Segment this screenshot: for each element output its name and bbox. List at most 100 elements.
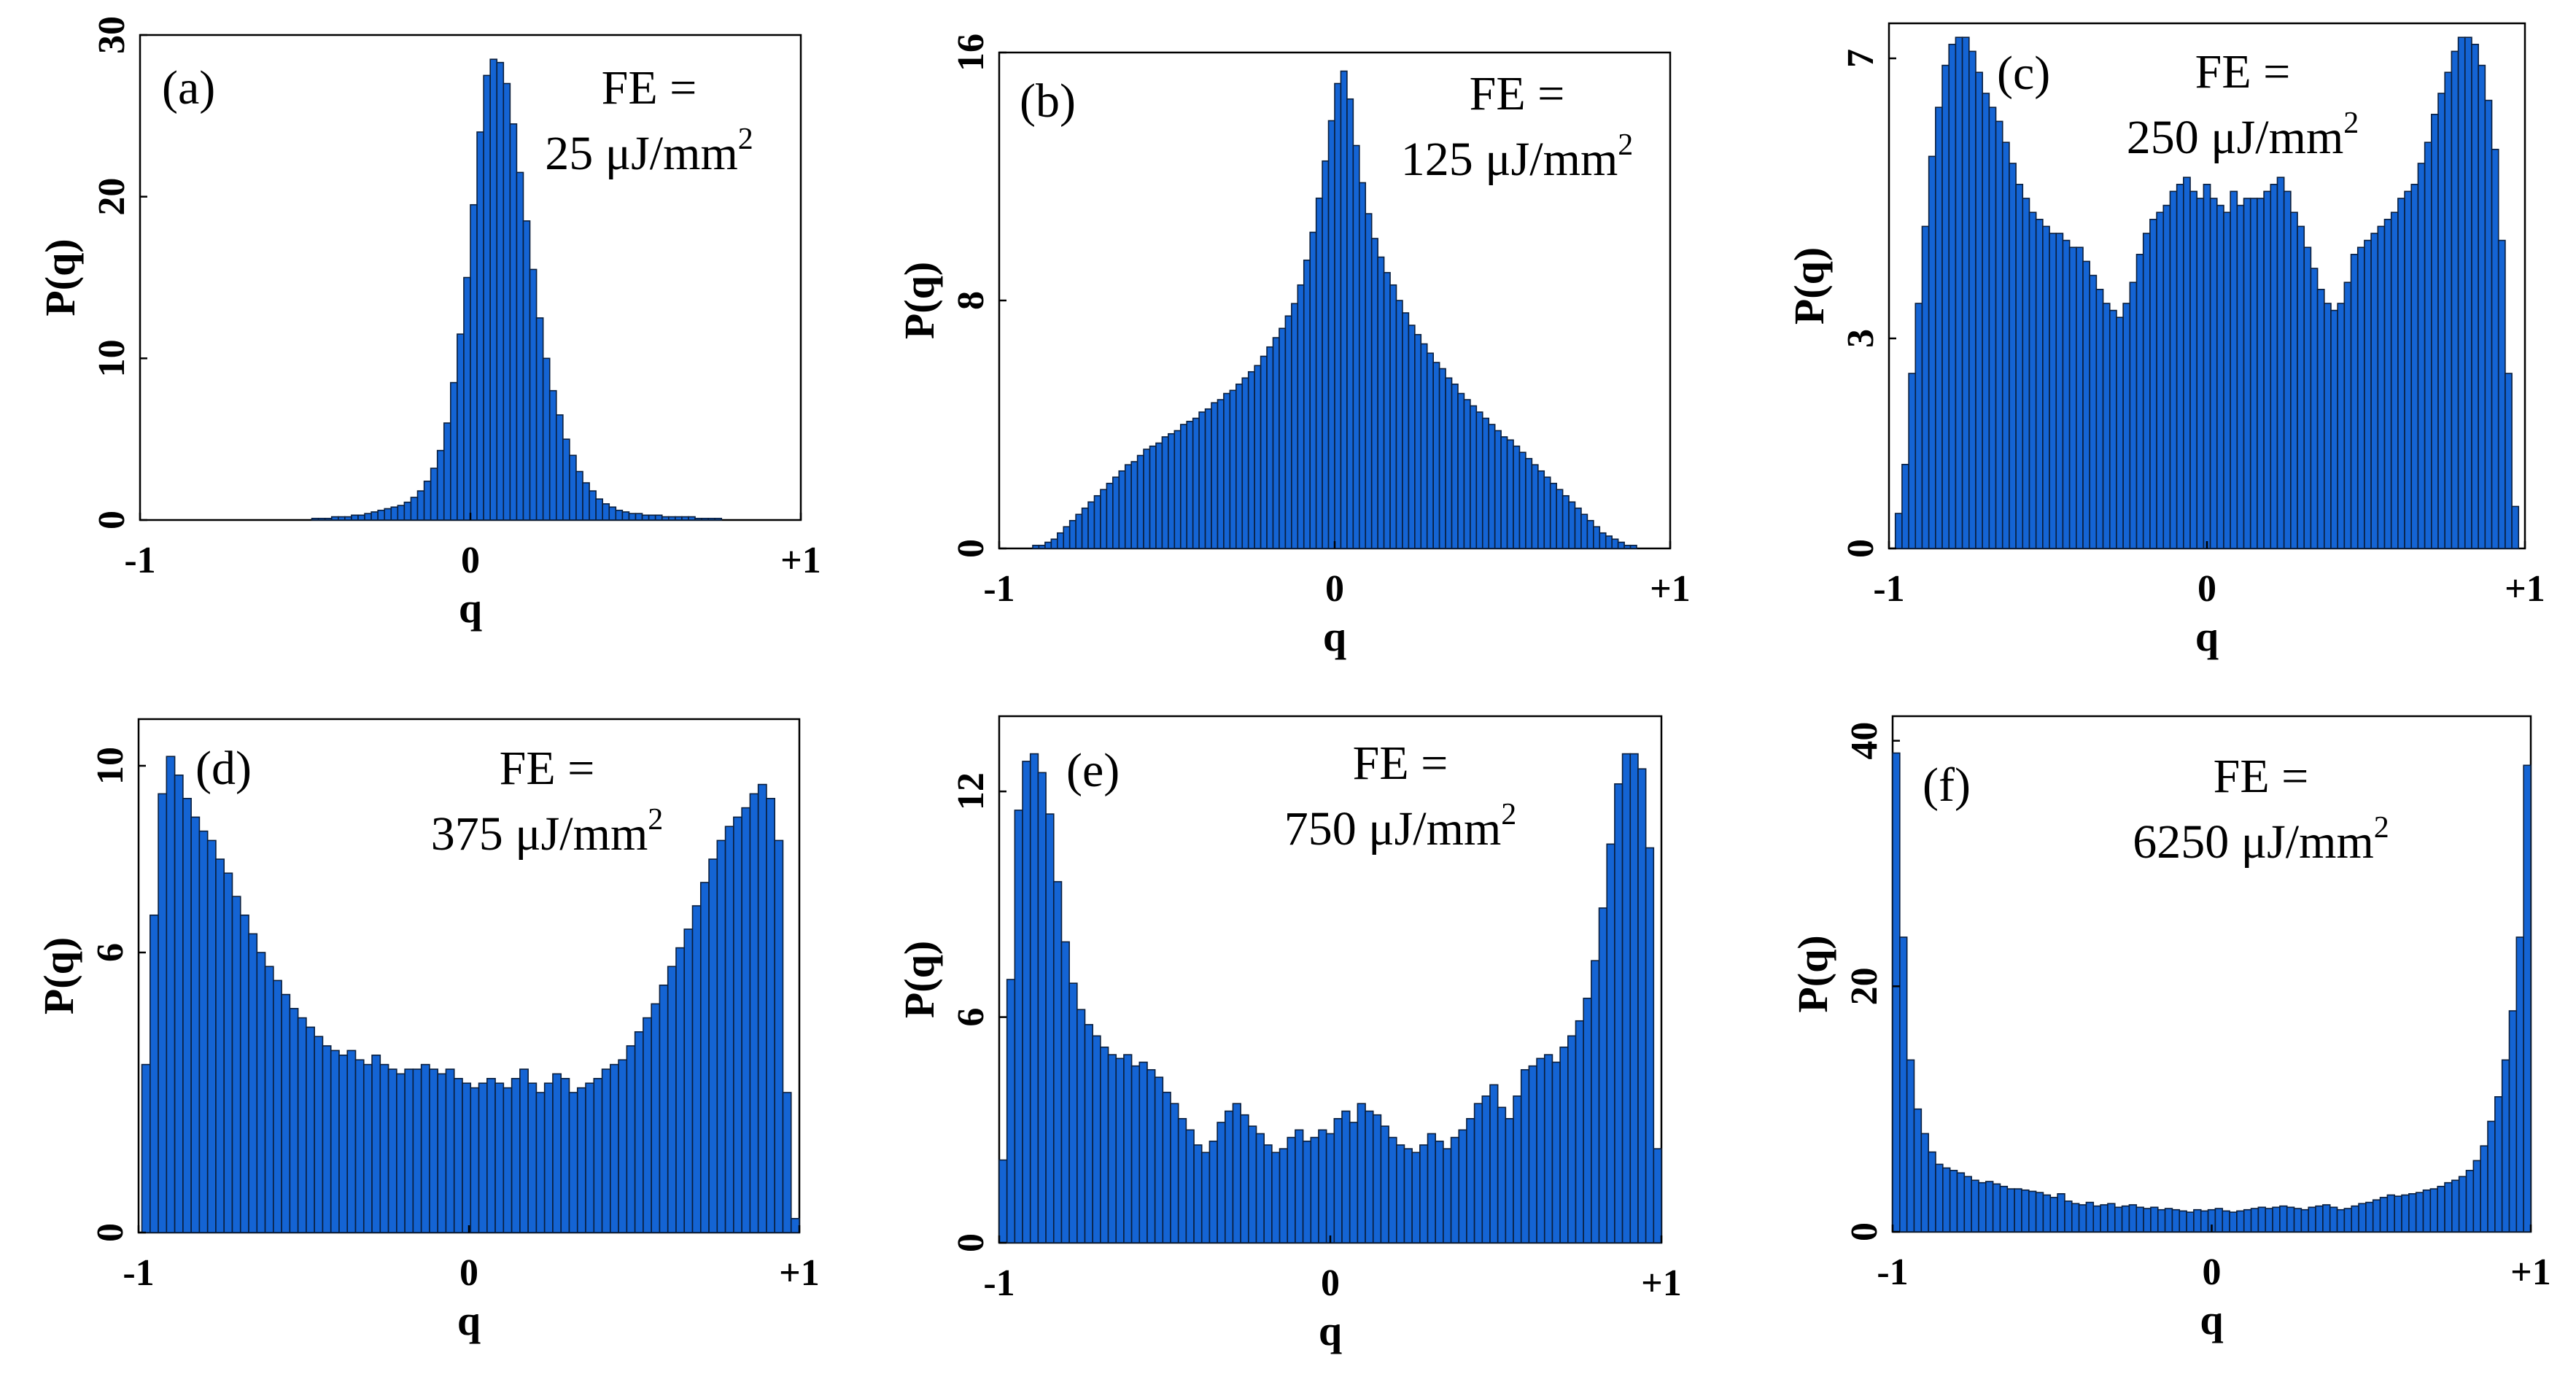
histogram-bar <box>2028 1190 2037 1233</box>
x-tick-label: +1 <box>779 1252 820 1294</box>
y-axis-label: P(q) <box>1789 935 1836 1012</box>
histogram-bar <box>654 514 663 521</box>
histogram-bar <box>707 517 716 521</box>
histogram-bar <box>2494 1096 2503 1233</box>
histogram-bar <box>1942 1167 1951 1233</box>
histogram-bar <box>337 516 346 521</box>
histogram-bar <box>346 1049 357 1233</box>
histogram-bar <box>437 1073 447 1233</box>
histogram-bar <box>239 915 249 1233</box>
histogram-bar <box>198 830 209 1233</box>
histogram-bar <box>1941 64 1950 549</box>
histogram-bar <box>621 511 630 521</box>
x-tick-label: +1 <box>1650 568 1691 610</box>
histogram-bar <box>2092 1205 2101 1233</box>
histogram-bar <box>2471 43 2479 549</box>
histogram-bar <box>1920 1133 1929 1233</box>
y-axis-label: P(q) <box>896 941 943 1018</box>
histogram-bar <box>1357 1103 1366 1243</box>
histogram-bar <box>2511 505 2520 549</box>
histogram-bar <box>1955 36 1963 549</box>
fe-value: 250 μJ/mm2 <box>2127 106 2359 164</box>
histogram-bar <box>2006 1188 2015 1233</box>
histogram-bar <box>1254 365 1262 549</box>
histogram-bar <box>2401 1194 2410 1233</box>
histogram-bar <box>420 1063 430 1233</box>
histogram-bar <box>1481 417 1490 549</box>
histogram-bar <box>2021 1189 2030 1233</box>
histogram-bar <box>2042 225 2050 549</box>
histogram-bar <box>436 449 445 521</box>
histogram-bar <box>2356 247 2365 549</box>
histogram-bar <box>2358 1203 2367 1233</box>
histogram-bar <box>429 1068 438 1233</box>
histogram-bar <box>2272 1206 2281 1233</box>
histogram-bar <box>2179 1210 2187 1233</box>
histogram-bar <box>338 1055 349 1233</box>
histogram-bar <box>1513 445 1521 549</box>
histogram-bar <box>354 1059 365 1233</box>
x-tick-label: -1 <box>1877 1252 1908 1293</box>
histogram-bar <box>2365 1201 2374 1233</box>
histogram-bar <box>529 268 538 521</box>
histogram-bar <box>757 783 767 1233</box>
histogram-bar <box>1978 1181 1987 1233</box>
histogram-bar <box>675 947 686 1233</box>
histogram-bar <box>1961 36 1970 549</box>
histogram-bar <box>1279 327 1287 549</box>
histogram-bar <box>174 775 184 1233</box>
panel-label: (b) <box>1020 74 1076 128</box>
histogram-bar <box>1489 1084 1499 1243</box>
histogram-bar <box>688 516 696 521</box>
histogram-bar <box>1567 1035 1577 1243</box>
histogram-bar <box>1154 1076 1164 1243</box>
histogram-bar <box>2472 1160 2481 1233</box>
histogram-bar <box>1370 238 1378 549</box>
histogram-bar <box>1591 960 1600 1243</box>
histogram-bar <box>322 1045 332 1233</box>
histogram-bar <box>1531 464 1539 549</box>
histogram-bar <box>166 756 176 1233</box>
histogram-bar <box>1168 432 1176 549</box>
y-tick-label: 40 <box>1844 722 1885 760</box>
fe-value-text: 375 μJ/mm <box>431 807 648 861</box>
panel-label: (c) <box>1997 47 2050 100</box>
histogram-bar <box>643 1017 652 1233</box>
histogram-bar <box>2035 1192 2044 1233</box>
histogram-bar <box>2417 163 2426 549</box>
histogram-bar <box>543 1082 554 1233</box>
histogram-bar <box>2464 36 2472 549</box>
histogram-bar <box>1223 392 1231 549</box>
histogram-bar <box>2491 149 2499 549</box>
histogram-bar <box>1052 881 1063 1243</box>
histogram-bar <box>1935 106 1943 549</box>
histogram-bar <box>1063 526 1071 549</box>
histogram-bar <box>535 1092 546 1233</box>
histogram-bar <box>634 1031 644 1233</box>
histogram-bar <box>1388 1136 1397 1243</box>
histogram-bar <box>699 882 710 1233</box>
histogram-bar <box>562 438 570 521</box>
histogram-bar <box>2193 1208 2202 1233</box>
histogram-bar <box>1598 907 1608 1243</box>
histogram-bar <box>2116 317 2124 549</box>
histogram-bar <box>1894 513 1903 549</box>
histogram-bar <box>2250 1208 2259 1233</box>
histogram-bar <box>1334 82 1342 549</box>
y-tick-label: 8 <box>950 291 992 310</box>
histogram-bar <box>766 798 775 1233</box>
histogram-bar <box>522 220 531 521</box>
histogram-bar <box>1395 300 1403 549</box>
y-tick-label: 16 <box>950 34 992 71</box>
histogram-bar <box>2422 1189 2432 1233</box>
histogram-bar <box>2049 233 2057 549</box>
histogram-bar <box>403 501 412 521</box>
histogram-bar <box>560 1078 570 1233</box>
histogram-bar <box>1427 1133 1437 1243</box>
histogram-bar <box>1513 1095 1522 1243</box>
histogram-bar <box>1617 541 1625 549</box>
histogram-bar <box>1255 1133 1265 1243</box>
histogram-bar <box>1155 442 1163 549</box>
histogram-bar <box>2444 71 2453 549</box>
